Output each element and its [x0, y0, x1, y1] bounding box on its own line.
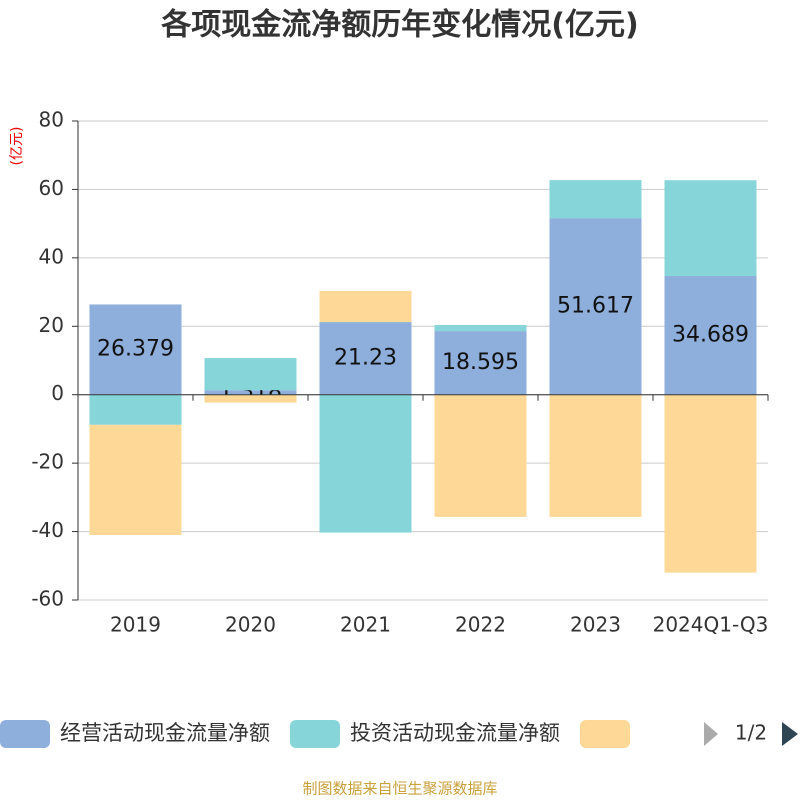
x-tick-label: 2023: [570, 613, 621, 637]
data-label: 34.689: [672, 322, 749, 347]
legend-swatch: [290, 720, 340, 748]
x-tick-label: 2022: [455, 613, 506, 637]
bar: [434, 394, 527, 517]
chart-title: 各项现金流净额历年变化情况(亿元): [160, 8, 638, 43]
legend-label: 经营活动现金流量净额: [60, 721, 270, 745]
legend-page: 1/2: [735, 721, 767, 745]
y-axis-label: (亿元): [9, 127, 25, 166]
bar: [319, 290, 412, 323]
legend-swatch: [0, 720, 50, 748]
bar: [664, 180, 757, 277]
x-tick-label: 2020: [225, 613, 276, 637]
x-tick-label: 2019: [110, 613, 161, 637]
bar: [89, 424, 182, 535]
bar: [204, 358, 297, 391]
y-tick-label: 20: [39, 313, 64, 337]
x-tick-label: 2024Q1-Q3: [653, 613, 769, 637]
x-tick-label: 2021: [340, 613, 391, 637]
bar: [319, 394, 412, 533]
data-label: 21.23: [334, 345, 397, 370]
legend-swatch: [580, 720, 630, 748]
legend: 1/2 经营活动现金流量净额 投资活动现金流量净额: [0, 720, 798, 748]
bar: [434, 324, 527, 332]
source: 制图数据来自恒生聚源数据库: [302, 780, 497, 798]
bar: [664, 276, 757, 395]
bar: [204, 390, 297, 395]
bar: [204, 394, 297, 403]
bar: [549, 218, 642, 395]
bar: [549, 394, 642, 517]
data-label: 26.379: [97, 337, 174, 362]
y-tick-label: 80: [39, 108, 64, 132]
bar: [319, 322, 412, 395]
y-tick-label: 40: [39, 244, 64, 268]
y-tick-label: 0: [51, 381, 64, 405]
bar: [434, 331, 527, 395]
bar: [549, 180, 642, 219]
y-tick-label: 60: [39, 176, 64, 200]
y-tick-label: -60: [31, 587, 64, 611]
legend-prev[interactable]: [704, 722, 718, 746]
bar: [664, 394, 757, 573]
y-tick-label: -20: [31, 450, 64, 474]
bar: [89, 304, 182, 395]
bar: [89, 394, 182, 425]
axes: -60 -40 -20 0 20 40 60 80 2019 2020 2021 2022 2023 20…: [31, 108, 769, 637]
legend-next[interactable]: [782, 722, 798, 746]
y-tick-label: -40: [31, 518, 64, 542]
legend-label: 投资活动现金流量净额: [350, 721, 560, 745]
data-label: 51.617: [557, 293, 634, 318]
data-label: 18.595: [442, 350, 519, 375]
